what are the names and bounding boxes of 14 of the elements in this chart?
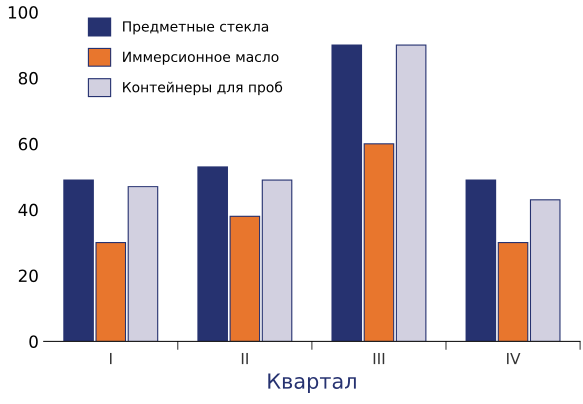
- legend-label: Иммерсионное масло: [123, 52, 278, 65]
- y-tick-label: 80: [18, 72, 38, 85]
- x-axis-title: Квартал: [268, 373, 356, 393]
- x-tick-label: II: [242, 352, 248, 364]
- legend-label: Контейнеры для проб: [123, 81, 282, 96]
- y-tick-label: 20: [18, 269, 38, 282]
- y-tick-label: 100: [8, 6, 38, 19]
- y-tick-label: 60: [18, 138, 38, 150]
- legend-label: Предметные стекла: [123, 21, 268, 34]
- x-tick-label: I: [110, 352, 112, 364]
- y-tick-label: 0: [29, 335, 38, 348]
- y-tick-label: 40: [18, 204, 38, 216]
- x-tick-label: IV: [507, 352, 520, 364]
- x-tick-label: III: [374, 352, 384, 364]
